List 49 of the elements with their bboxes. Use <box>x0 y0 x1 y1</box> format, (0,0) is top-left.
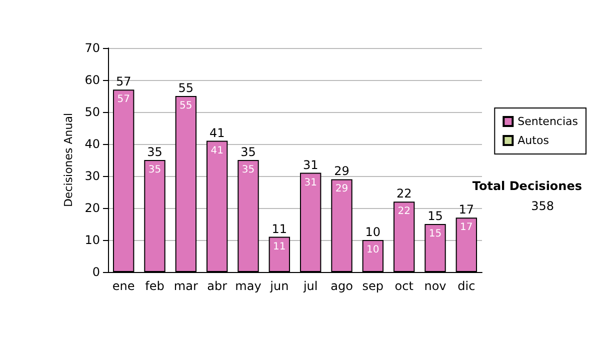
total-label: 57 <box>116 74 132 89</box>
data-label: 41 <box>210 145 224 156</box>
data-label: 57 <box>117 94 130 106</box>
data-label: 10 <box>366 244 380 256</box>
x-tick-label: abr <box>207 279 228 293</box>
x-tick-label: oct <box>394 279 414 293</box>
x-tick-label: jul <box>302 279 318 293</box>
y-tick-label: 10 <box>84 233 100 247</box>
x-tick-label: sep <box>362 279 384 293</box>
y-tick-label: 30 <box>84 169 100 183</box>
data-label: 15 <box>428 228 442 240</box>
y-tick-label: 0 <box>92 265 100 279</box>
x-tick-label: nov <box>424 279 446 293</box>
legend-label: Sentencias <box>518 115 578 128</box>
x-tick-label: ago <box>330 279 353 293</box>
data-label: 31 <box>304 177 317 188</box>
x-tick-label: may <box>235 279 262 293</box>
y-axis-title: Decisiones Anual <box>62 112 75 208</box>
y-tick-label: 20 <box>84 201 100 215</box>
total-label: 31 <box>302 158 318 172</box>
data-label: 35 <box>242 164 255 176</box>
total-label: 55 <box>178 81 194 95</box>
total-label: 41 <box>209 126 225 140</box>
y-tick-label: 40 <box>84 137 100 151</box>
data-label: 22 <box>398 206 410 218</box>
total-label: 15 <box>428 209 443 223</box>
total-label: 10 <box>365 225 381 239</box>
data-label: 29 <box>335 184 348 195</box>
total-label: 11 <box>272 222 288 236</box>
data-label: 11 <box>273 241 286 252</box>
text: 358 <box>531 199 554 213</box>
y-tick-label: 70 <box>84 41 100 55</box>
total-label: 35 <box>240 145 256 159</box>
x-tick-label: feb <box>145 279 164 293</box>
y-tick-label: 50 <box>84 105 100 119</box>
x-tick-label: mar <box>174 279 198 293</box>
total-label: 35 <box>147 145 162 159</box>
total-label: 17 <box>458 202 474 217</box>
legend-label: Autos <box>518 134 550 147</box>
x-tick-label: ene <box>112 279 135 293</box>
data-label: 17 <box>460 222 473 234</box>
data-label: 35 <box>148 164 162 176</box>
total-label: 29 <box>334 164 350 178</box>
data-label: 55 <box>180 100 192 112</box>
x-tick-label: jun <box>269 279 289 293</box>
total-label: 22 <box>396 186 412 201</box>
x-tick-label: dic <box>458 279 476 293</box>
y-tick-label: 60 <box>84 73 100 87</box>
annotation: Total Decisiones <box>472 179 582 193</box>
